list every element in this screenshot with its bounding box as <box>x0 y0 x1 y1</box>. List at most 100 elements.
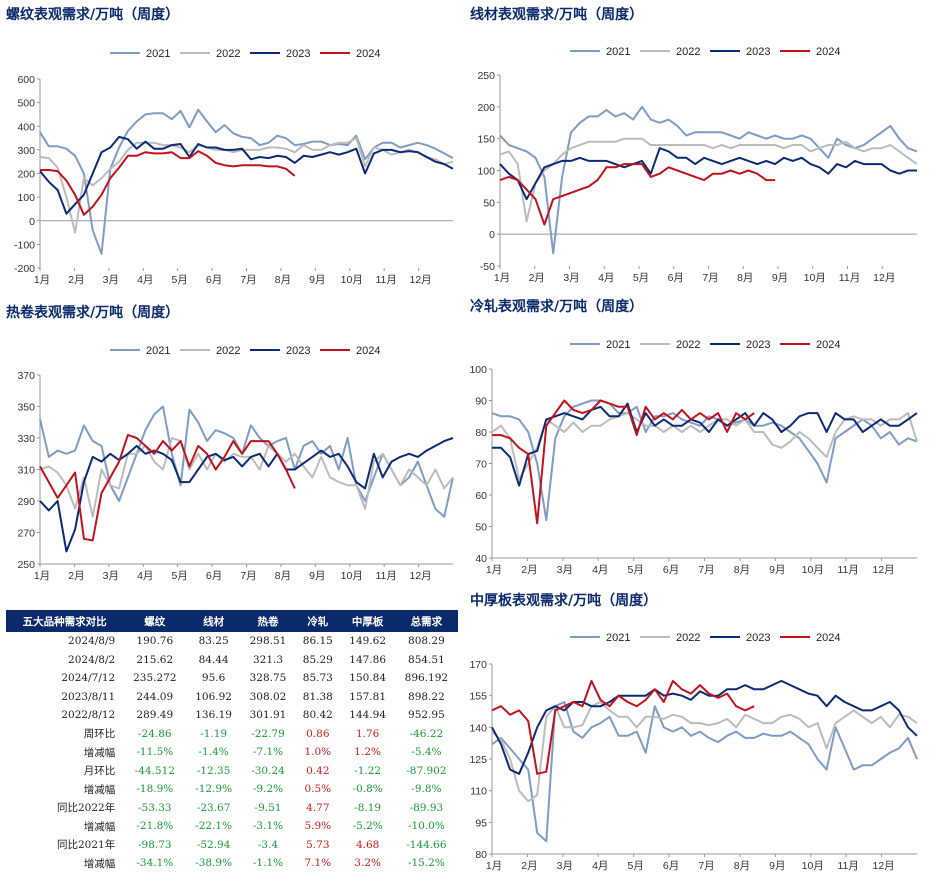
wire-rod-series-2022 <box>499 137 918 223</box>
rebar-x-tick-label: 4月 <box>137 274 153 286</box>
medium-plate-y-tick-label: 125 <box>469 754 487 766</box>
table-cell: 147.86 <box>349 653 387 666</box>
table-cell: 149.62 <box>349 635 387 648</box>
chart-title-hot-coil: 热卷表观需求/万吨（周度） <box>6 305 180 321</box>
rebar-y-tick-label: 300 <box>17 145 35 157</box>
row-label: 月环比 <box>83 765 116 778</box>
table-row: 月环比 -44.512 -12.35 -30.24 0.42 -1.22 -87.902 <box>6 762 458 781</box>
table-cell: 1.2% <box>354 746 381 759</box>
table-cell: 0.86 <box>306 727 330 740</box>
rebar-x-tick-label: 8月 <box>275 274 291 286</box>
table-cell: 1.0% <box>304 746 332 759</box>
medium-plate-y-tick-label: 80 <box>475 849 487 861</box>
wire-rod-y-tick-label: 100 <box>477 166 495 178</box>
wire-rod-x-tick-label: 6月 <box>668 272 684 284</box>
hot-coil-x-tick-label: 4月 <box>137 570 153 582</box>
cold-rolled-x-tick-label: 4月 <box>592 564 608 576</box>
hot-coil-legend-label-2022: 2022 <box>216 345 240 357</box>
rebar-legend-label-2023: 2023 <box>286 48 310 60</box>
table-cell: 896.192 <box>404 672 449 685</box>
table-cell: -53.33 <box>137 801 172 814</box>
cold-rolled-y-tick-label: 100 <box>469 364 487 376</box>
table-cell: -1.22 <box>354 764 382 777</box>
table-row: 2024/8/9 190.76 83.25 298.51 86.15 149.62 808.… <box>6 632 458 651</box>
wire-rod-x-tick-label: 3月 <box>563 272 579 284</box>
row-label: 增减幅 <box>83 820 116 833</box>
table-header-row: 五大品种需求对比 螺纹 线材 热卷 冷轧 中厚板 总需求 <box>6 610 458 632</box>
medium-plate-legend-label-2022: 2022 <box>676 632 700 644</box>
table-cell: -38.9% <box>195 857 233 870</box>
hot-coil-y-tick-label: 290 <box>17 496 35 508</box>
medium-plate-y-tick-label: 170 <box>469 659 487 671</box>
wire-rod-series-2021 <box>499 105 918 255</box>
table-cell: 144.94 <box>349 709 387 722</box>
cold-rolled-series-2022 <box>491 412 918 481</box>
cold-rolled-series-2023 <box>492 402 918 487</box>
table-cell: -98.73 <box>137 838 172 851</box>
chart-title-cold-rolled: 冷轧表观需求/万吨（周度） <box>470 299 644 315</box>
rebar-x-tick-label: 9月 <box>309 274 325 286</box>
cold-rolled-x-tick-label: 11月 <box>837 564 858 576</box>
table-cell: -12.35 <box>196 764 231 777</box>
table-cell: 84.44 <box>198 653 229 666</box>
table-cell: -5.2% <box>352 820 383 833</box>
table-body: 2024/8/9 190.76 83.25 298.51 86.15 149.62 808.… <box>6 632 458 873</box>
row-label: 增减幅 <box>83 783 116 796</box>
cold-rolled-legend-label-2021: 2021 <box>606 339 630 351</box>
table-row: 周环比 -24.86 -1.19 -22.79 0.86 1.76 -46.22 <box>6 725 458 744</box>
table-cell: 952.95 <box>408 709 445 722</box>
medium-plate-y-tick-label: 140 <box>469 722 487 734</box>
table-cell: -21.8% <box>136 820 174 833</box>
wire-rod-y-tick-label: -50 <box>480 261 495 273</box>
table-cell: 136.19 <box>195 709 232 722</box>
table-row: 增减幅 -34.1% -38.9% -1.1% 7.1% 3.2% -15.2% <box>6 854 458 873</box>
table-cell: 0.5% <box>304 783 332 796</box>
rebar-legend-label-2022: 2022 <box>216 48 240 60</box>
table-cell: 7.1% <box>304 857 332 870</box>
table-cell: 157.81 <box>349 690 387 703</box>
table-cell: -8.19 <box>354 801 382 814</box>
hot-coil-x-tick-label: 3月 <box>103 570 119 582</box>
table-row: 2024/7/12 235.272 95.6 328.75 85.73 150.84 896… <box>6 669 458 688</box>
medium-plate-x-tick-label: 11月 <box>837 860 858 872</box>
rebar-x-tick-label: 2月 <box>68 274 84 286</box>
row-label: 同比2022年 <box>56 802 116 815</box>
table-cell: 898.22 <box>408 690 445 703</box>
table-cell: 106.92 <box>195 690 232 703</box>
table-cell: -5.4% <box>411 746 442 759</box>
rebar-y-tick-label: 200 <box>17 169 35 181</box>
hot-coil-legend-label-2021: 2021 <box>146 345 170 357</box>
medium-plate-series-2023 <box>491 679 918 775</box>
table-cell: 80.42 <box>302 709 333 722</box>
chart-title-wire-rod: 线材表观需求/万吨（周度） <box>470 7 644 23</box>
cold-rolled-legend-label-2022: 2022 <box>676 339 700 351</box>
medium-plate-series-2024 <box>491 679 755 775</box>
wire-rod-x-tick-label: 2月 <box>529 272 545 284</box>
table-cell: -12.9% <box>195 783 233 796</box>
table-cell: -44.512 <box>134 764 175 777</box>
hot-coil-y-tick-label: 270 <box>17 528 35 540</box>
row-label: 周环比 <box>83 728 116 741</box>
cold-rolled-y-tick-label: 40 <box>475 553 487 565</box>
rebar-x-tick-label: 6月 <box>206 274 222 286</box>
rebar-series-2024 <box>40 150 296 216</box>
table-header: 热卷 <box>240 610 296 632</box>
wire-rod-x-tick-label: 10月 <box>804 272 826 284</box>
medium-plate-series-2022 <box>491 701 918 803</box>
wire-rod-legend-label-2024: 2024 <box>816 46 840 58</box>
hot-coil-y-tick-label: 250 <box>17 559 35 571</box>
medium-plate-x-tick-label: 4月 <box>592 860 608 872</box>
hot-coil-legend-label-2023: 2023 <box>286 345 310 357</box>
table-cell: -3.4 <box>257 838 279 851</box>
demand-comparison-table: 五大品种需求对比 螺纹 线材 热卷 冷轧 中厚板 总需求 2024/8/9 190… <box>6 610 458 873</box>
medium-plate-x-tick-label: 9月 <box>769 860 785 872</box>
medium-plate-x-tick-label: 3月 <box>557 860 573 872</box>
rebar-legend-label-2021: 2021 <box>146 48 170 60</box>
table-header: 中厚板 <box>340 610 395 632</box>
hot-coil-y-tick-label: 310 <box>17 465 35 477</box>
table-cell: 150.84 <box>349 672 387 685</box>
table-cell: -22.1% <box>195 820 233 833</box>
hot-coil-y-tick-label: 330 <box>17 433 35 445</box>
wire-rod-x-tick-label: 1月 <box>494 272 510 284</box>
medium-plate-legend-label-2021: 2021 <box>606 632 630 644</box>
